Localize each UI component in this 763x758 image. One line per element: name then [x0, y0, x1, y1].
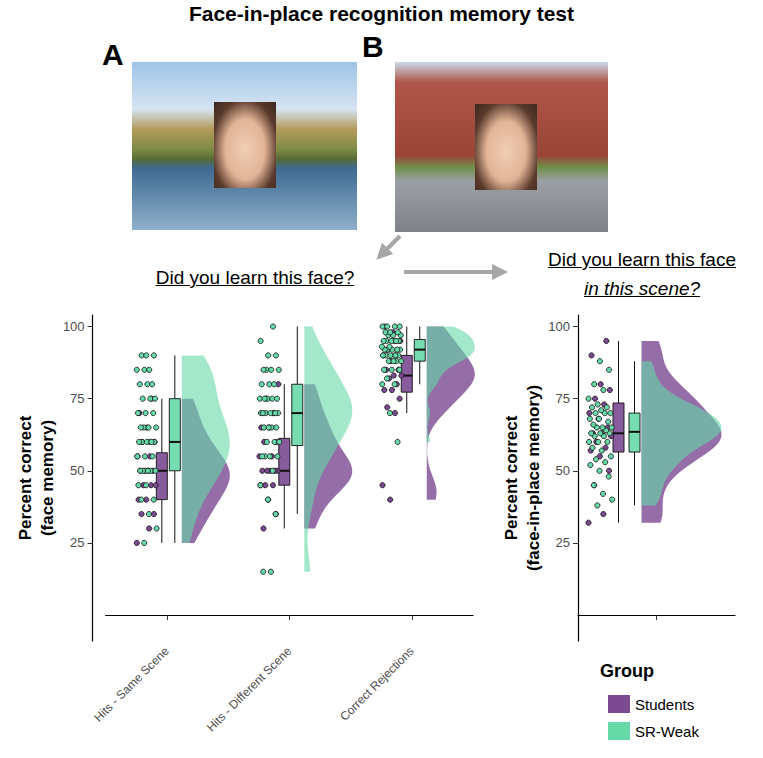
svg-text:Hits - Same Scene: Hits - Same Scene	[91, 644, 172, 725]
html-text:A: A	[102, 38, 124, 71]
svg-text:75: 75	[70, 391, 84, 406]
svg-text:Correct Rejections: Correct Rejections	[337, 644, 417, 724]
html-text:in this scene?: in this scene?	[583, 278, 701, 299]
svg-text:(face-in-place memory): (face-in-place memory)	[524, 385, 543, 571]
svg-text:(face memory): (face memory)	[38, 420, 57, 536]
svg-text:100: 100	[548, 319, 570, 334]
svg-text:75: 75	[556, 391, 570, 406]
svg-text:Percent correct: Percent correct	[502, 415, 521, 540]
html-text:B: B	[362, 30, 384, 63]
svg-text:SR-Weak: SR-Weak	[635, 723, 699, 740]
svg-text:50: 50	[556, 463, 570, 478]
svg-text:25: 25	[556, 535, 570, 550]
html-text:Did you learn this face?: Did you learn this face?	[155, 267, 355, 288]
html-text:Did you learn this face: Did you learn this face	[548, 249, 736, 270]
html-text:Face-in-place recognition memo: Face-in-place recognition memory test	[188, 2, 574, 25]
svg-text:25: 25	[70, 535, 84, 550]
svg-text:100: 100	[63, 319, 85, 334]
svg-text:Hits - Different Scene: Hits - Different Scene	[204, 644, 295, 735]
svg-text:Group: Group	[600, 661, 654, 681]
svg-text:Percent correct: Percent correct	[16, 415, 35, 540]
svg-text:Students: Students	[635, 696, 694, 713]
svg-text:50: 50	[70, 463, 84, 478]
